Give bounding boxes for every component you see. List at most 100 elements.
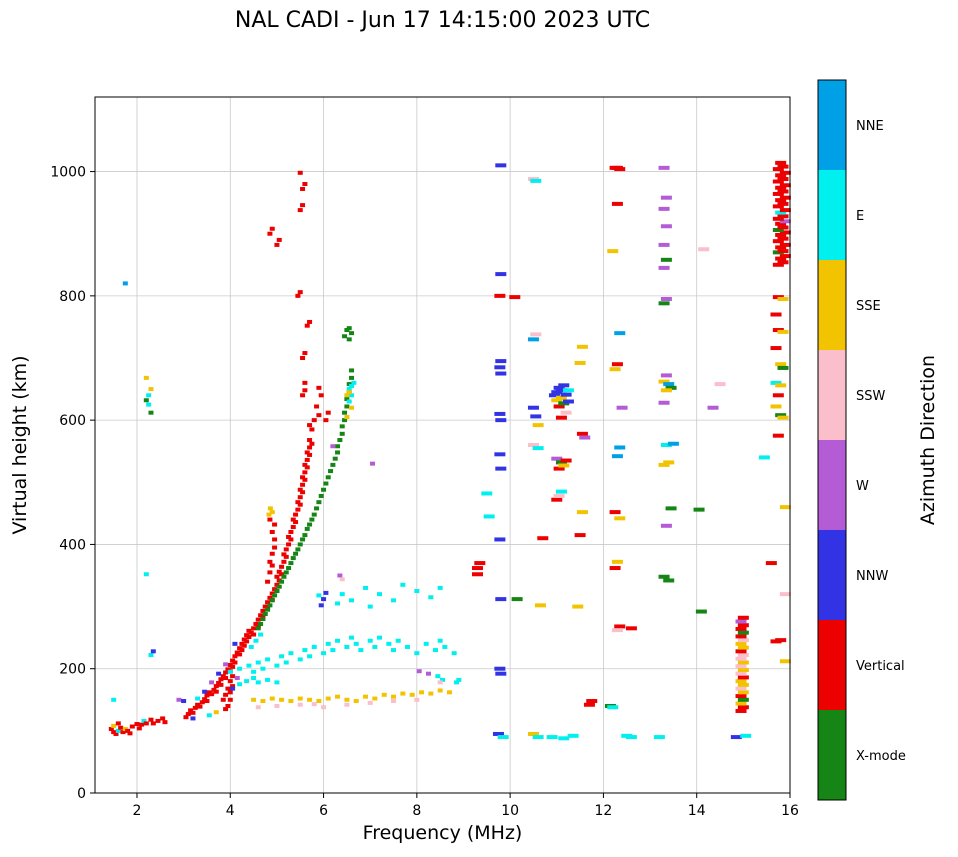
data-point [344,702,350,707]
data-point [143,398,149,403]
data-point [325,641,331,646]
data-point [185,712,191,717]
data-point [223,692,229,697]
data-point [658,165,670,170]
data-point [162,720,168,725]
data-point [321,651,327,656]
data-point [758,455,770,460]
data-point [614,331,626,336]
data-point [288,537,294,542]
data-point [267,603,273,608]
data-point [775,256,787,261]
data-point [574,533,586,538]
y-tick-label: 0 [77,786,86,802]
data-point [737,690,749,695]
data-point [614,516,626,521]
data-point [698,247,710,252]
data-point [265,657,271,662]
data-point [660,257,672,262]
data-point [148,653,154,658]
data-point [290,517,296,522]
data-point [223,662,229,667]
data-point [230,686,236,691]
data-point [653,735,665,740]
data-point [616,405,628,410]
data-point [658,301,670,306]
data-point [495,597,507,602]
data-point [779,170,791,175]
y-tick-label: 400 [59,537,86,553]
data-point [730,735,742,740]
data-point [255,705,261,710]
data-point [295,547,301,552]
x-tick-label: 16 [781,803,799,819]
data-point [567,733,579,738]
data-point [346,326,352,331]
data-point [530,414,542,419]
data-point [136,726,142,731]
data-point [471,566,483,571]
data-point [302,533,308,538]
data-point [346,337,352,342]
data-point [551,398,563,403]
data-point [297,502,303,507]
data-point [775,198,787,203]
data-point [446,690,452,695]
data-point [560,410,572,415]
data-point [779,208,791,213]
data-point [302,477,308,482]
data-point [737,630,749,635]
data-point [281,559,287,564]
data-point [300,356,306,360]
data-point [267,506,273,511]
data-point [775,221,787,226]
data-point [251,676,257,681]
data-point [779,195,791,200]
data-point [560,392,572,397]
data-point [237,652,243,657]
data-point [779,505,791,510]
data-point [307,697,313,702]
data-point [660,443,672,447]
data-point [309,441,315,446]
data-point [737,675,749,680]
data-point [330,648,336,653]
data-point [777,365,789,370]
data-point [777,189,789,194]
data-point [625,626,637,631]
y-axis-label: Virtual height (km) [9,355,31,535]
data-point [433,648,439,653]
data-point [115,721,121,726]
data-point [735,686,747,691]
data-point [658,379,670,384]
data-point [342,410,348,415]
data-point [660,388,672,393]
data-point [777,260,789,265]
data-point [611,559,623,564]
data-point [456,677,462,682]
data-point [614,445,626,450]
data-point [141,718,147,723]
data-point [227,669,233,674]
data-point [740,733,752,738]
data-point [405,644,411,649]
data-point [281,574,287,579]
data-point [353,641,359,646]
data-point [372,696,378,701]
data-point [122,281,128,286]
data-point [192,705,198,710]
data-point [495,466,507,471]
data-point [253,638,259,643]
data-point [274,680,280,685]
data-point [772,239,784,244]
data-point [560,458,572,463]
data-point [775,413,787,418]
data-point [777,225,789,230]
data-point [325,475,331,480]
data-point [230,684,236,689]
data-point [283,547,289,552]
data-point [300,537,306,542]
data-point [381,692,387,697]
data-point [351,380,357,385]
colorbar-border [817,79,847,801]
